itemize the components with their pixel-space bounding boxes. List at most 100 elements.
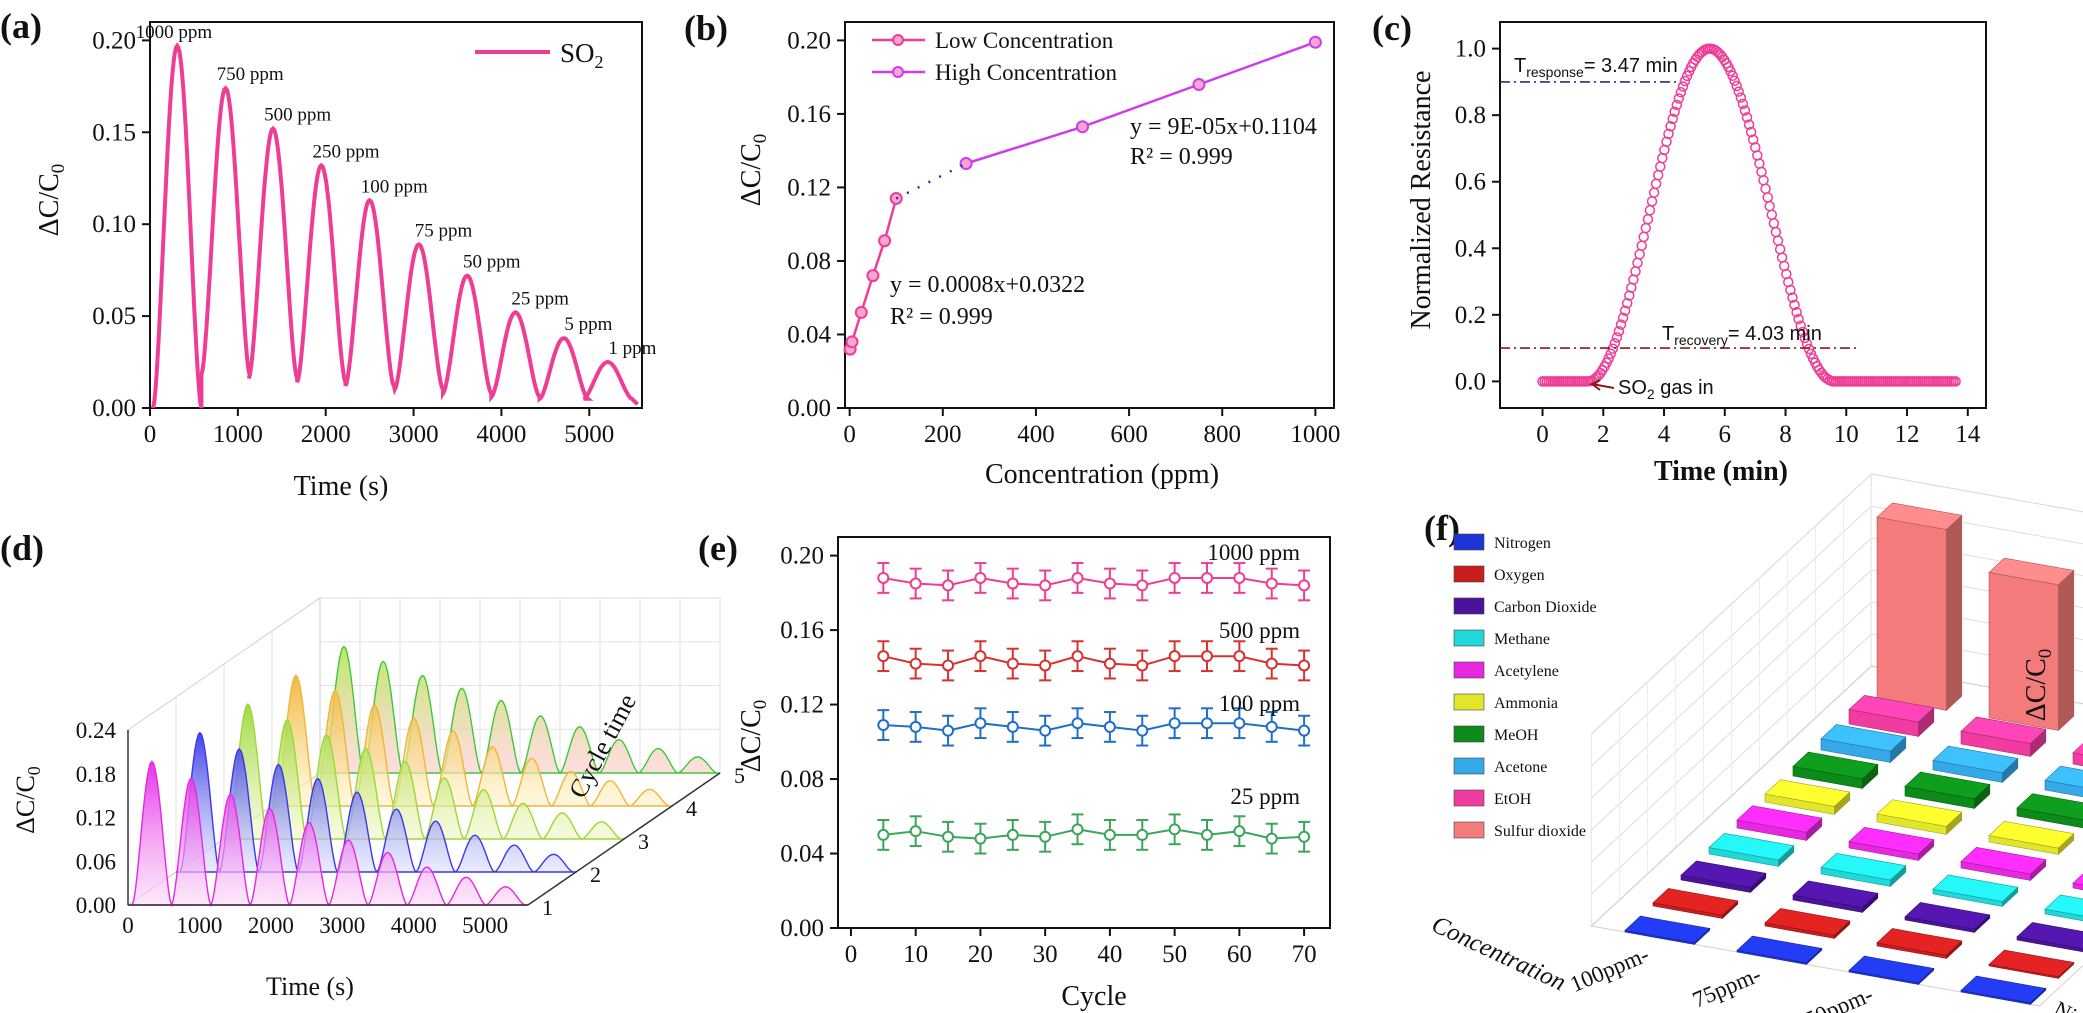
panel-a-x-tick-label: 3000 [389, 421, 439, 448]
panel-e-data-point [1265, 832, 1278, 845]
panel-c-data-point [1741, 112, 1753, 123]
panel-f-bar-top [1988, 949, 2075, 978]
panel-f-bar-top [1876, 799, 1963, 827]
panel-a-peak-label: 500 ppm [264, 105, 331, 126]
panel-c-y-tick-label: 0.8 [1455, 102, 1486, 129]
panel-c-data-point [1667, 113, 1678, 125]
panel-a-series-line-so2 [151, 42, 639, 409]
panel-d-x-tick-label: 3000 [319, 913, 365, 938]
panel-b-chart: 0 200 400 600 800 1000 0.00 0.04 0.08 0.12 0.16 0.2… [787, 21, 1340, 448]
panel-e-y-tick-label: 0.20 [780, 543, 824, 570]
panel-e-data-point [1136, 724, 1149, 737]
panel-e-data-point [1006, 828, 1019, 841]
panel-c-data-point [1634, 249, 1645, 260]
panel-d-cycle-tick-label: 3 [638, 829, 649, 854]
panel-a-y-tick-label: 0.10 [92, 211, 136, 238]
panel-a-chart: 0 1000 2000 3000 4000 5000 0.00 0.05 0.10 0.15 0.2… [92, 21, 657, 448]
panel-e-data-point [1265, 720, 1278, 733]
panel-e-data-point [942, 659, 955, 672]
panel-c-data-point [1764, 200, 1775, 212]
panel-c-data-point [1776, 252, 1788, 263]
panel-e-data-point [877, 828, 890, 841]
panel-c-data-point [1673, 93, 1685, 104]
panel-c-data-point [1640, 222, 1652, 234]
panel-c-data-point [1648, 187, 1660, 198]
panel-c-data-point [1617, 312, 1629, 324]
panel-e-data-point [1233, 571, 1246, 584]
panel-e-data-point [1201, 571, 1213, 584]
panel-d-y-tick-label: 0.06 [76, 849, 116, 874]
panel-e-data-point [1201, 717, 1213, 730]
panel-c-gas-in-annotation-value: gas in [1655, 377, 1714, 399]
panel-e-data-point [1071, 571, 1084, 584]
panel-c-recovery-annotation-value: = 4.03 min [1728, 323, 1822, 345]
panel-b-plot-frame [844, 21, 1335, 409]
panel-c-x-tick-label: 6 [1719, 421, 1732, 448]
panel-f-bar-top [1932, 745, 2019, 774]
panel-f-bar-top [2044, 765, 2083, 788]
panel-e-x-tick-label: 60 [1227, 941, 1252, 968]
panel-label-b: (b) [684, 8, 728, 48]
panel-b-x-tick-label: 200 [924, 421, 962, 448]
panel-a-legend-subscript: 2 [595, 52, 604, 72]
panel-f-zlabel: ΔC/C0 [2021, 649, 2056, 722]
panel-f-bar-side [2058, 569, 2075, 732]
panel-b-data-point [1308, 35, 1322, 49]
panel-f-bar-top [1736, 935, 1823, 964]
panel-label-c: (c) [1372, 8, 1412, 48]
panel-e-data-point [1233, 650, 1246, 663]
panel-a-peak-label: 750 ppm [217, 64, 284, 85]
panel-f-bar [2072, 752, 2083, 767]
panel-c-data-point [1609, 337, 1621, 349]
panel-f-bar-top [1960, 846, 2047, 875]
panel-c-data-point [1638, 231, 1649, 243]
panel-c-data-point [1793, 313, 1804, 325]
panel-c-data-point [1669, 106, 1680, 118]
panel-c-recovery-annotation: Trecovery= 4.03 min [1662, 323, 1822, 348]
panel-c-y-tick-label: 0.4 [1455, 235, 1487, 262]
panel-f-bar [2016, 807, 2083, 829]
panel-a-x-tick-label: 0 [144, 421, 157, 448]
panel-e-data-point [1039, 830, 1052, 843]
panel-b-data-point [845, 335, 859, 349]
panel-f-bar-side [1946, 514, 1963, 712]
panel-c-data-point [1791, 306, 1802, 318]
panel-b-data-point [959, 157, 973, 171]
panel-c-data-point [1772, 235, 1784, 246]
panel-a-y-tick-label: 0.05 [92, 303, 136, 330]
panel-b-bridge-line [895, 162, 967, 200]
panel-a-legend-label: SO2 [560, 38, 604, 72]
panel-f-bar-top [1904, 902, 1991, 930]
panel-f-bar-top [1792, 880, 1879, 908]
panel-e-data-point [1071, 823, 1084, 836]
panel-a-peak-label: 5 ppm [564, 314, 612, 335]
panel-e-data-point [909, 657, 922, 670]
panel-e-data-point [1006, 720, 1019, 733]
panel-c-data-point [1646, 196, 1658, 207]
panel-e-data-point [942, 579, 955, 592]
panel-b-x-tick-label: 0 [843, 421, 856, 448]
panel-b-legend-label: High Concentration [935, 60, 1118, 85]
panel-f-legend-swatch [1453, 565, 1485, 583]
panel-c-response-annotation: Tresponse= 3.47 min [1514, 55, 1678, 80]
panel-e-xlabel: Cycle [1061, 981, 1126, 1012]
panel-d-cycle-tick-label: 2 [590, 862, 601, 887]
panel-c-y-tick-label: 0.6 [1455, 169, 1486, 196]
panel-f-legend-swatch [1453, 533, 1485, 551]
panel-d-ylabel-subscript: 0 [24, 766, 44, 775]
panel-f-bar-top [1876, 928, 1963, 956]
panel-d-x-tick-label: 5000 [462, 913, 508, 938]
panel-e-ylabel: ΔC/C0 [736, 700, 771, 773]
panel-e-data-point [1201, 828, 1213, 841]
panel-c-data-point [1675, 87, 1687, 98]
panel-f-legend-swatch [1453, 661, 1485, 679]
panel-f-bar-top [1988, 557, 2075, 586]
panel-c-data-point [1785, 284, 1796, 296]
panel-f-legend-label: Methane [1494, 631, 1550, 648]
panel-f-bar-top [1792, 751, 1879, 780]
panel-c-data-point [1636, 240, 1647, 251]
panel-label-d: (d) [0, 528, 44, 568]
panel-f-legend-swatch [1453, 821, 1485, 839]
panel-a-peak-label: 25 ppm [511, 288, 569, 309]
panel-f-concentration-label: 50ppm- [1801, 982, 1877, 1013]
